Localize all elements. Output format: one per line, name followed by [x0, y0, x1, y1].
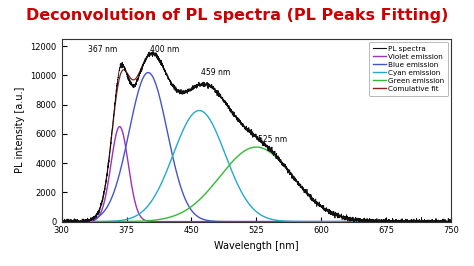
- Legend: PL spectra, Violet emission, Blue emission, Cyan emission, Green emission, Comul: PL spectra, Violet emission, Blue emissi…: [369, 42, 448, 96]
- Green emission: [104, 220, 110, 223]
- PL spectra: [449, 220, 455, 223]
- Comulative fit: [229, 110, 235, 113]
- Cyan emission: [59, 220, 64, 223]
- Cyan emission: [449, 220, 455, 223]
- Cyan emission: [229, 169, 235, 172]
- Cyan emission: [457, 220, 463, 223]
- Green emission: [211, 182, 217, 185]
- Comulative fit: [449, 220, 455, 223]
- Green emission: [406, 220, 412, 223]
- Blue emission: [211, 220, 217, 223]
- Violet emission: [59, 220, 64, 223]
- Cyan emission: [104, 220, 110, 223]
- Green emission: [128, 220, 134, 223]
- X-axis label: Wavelength [nm]: Wavelength [nm]: [214, 241, 299, 251]
- Violet emission: [128, 179, 134, 182]
- Green emission: [449, 220, 455, 223]
- Violet emission: [117, 125, 122, 128]
- Cyan emission: [211, 126, 217, 130]
- Text: Deconvolution of PL spectra (PL Peaks Fitting): Deconvolution of PL spectra (PL Peaks Fi…: [26, 8, 448, 23]
- Violet emission: [104, 187, 110, 190]
- PL spectra: [150, 50, 156, 53]
- Blue emission: [229, 220, 235, 223]
- Comulative fit: [104, 172, 110, 176]
- Line: Comulative fit: Comulative fit: [62, 53, 460, 222]
- Blue emission: [146, 71, 151, 74]
- Line: PL spectra: PL spectra: [62, 52, 460, 222]
- Violet emission: [229, 220, 235, 223]
- Text: 400 nm: 400 nm: [150, 44, 179, 53]
- Text: 525 nm: 525 nm: [258, 135, 287, 144]
- Cyan emission: [406, 220, 412, 223]
- Cyan emission: [128, 217, 134, 220]
- Blue emission: [449, 220, 455, 223]
- Line: Violet emission: Violet emission: [62, 127, 460, 222]
- Violet emission: [211, 220, 217, 223]
- Comulative fit: [59, 220, 64, 223]
- Blue emission: [104, 206, 110, 209]
- Green emission: [457, 220, 463, 223]
- Comulative fit: [211, 88, 217, 91]
- Cyan emission: [196, 109, 202, 112]
- Text: 459 nm: 459 nm: [201, 68, 230, 77]
- Comulative fit: [149, 51, 155, 55]
- Green emission: [59, 220, 64, 223]
- Violet emission: [406, 220, 412, 223]
- Text: 367 nm: 367 nm: [88, 44, 117, 53]
- PL spectra: [212, 88, 218, 91]
- PL spectra: [457, 220, 463, 223]
- PL spectra: [59, 218, 64, 221]
- Blue emission: [128, 122, 134, 126]
- PL spectra: [229, 110, 235, 113]
- Green emission: [229, 161, 235, 164]
- Line: Blue emission: Blue emission: [62, 73, 460, 222]
- Blue emission: [457, 220, 463, 223]
- Green emission: [254, 146, 259, 149]
- Y-axis label: PL intensity [a.u.]: PL intensity [a.u.]: [15, 87, 25, 173]
- Line: Green emission: Green emission: [62, 147, 460, 222]
- Violet emission: [457, 220, 463, 223]
- Comulative fit: [406, 220, 412, 223]
- Comulative fit: [128, 77, 134, 80]
- Violet emission: [451, 220, 456, 223]
- PL spectra: [406, 220, 412, 223]
- PL spectra: [104, 172, 110, 175]
- Line: Cyan emission: Cyan emission: [62, 111, 460, 222]
- Violet emission: [449, 220, 455, 223]
- Blue emission: [59, 220, 64, 223]
- PL spectra: [128, 80, 134, 83]
- PL spectra: [59, 220, 64, 223]
- Blue emission: [406, 220, 412, 223]
- Comulative fit: [457, 220, 463, 223]
